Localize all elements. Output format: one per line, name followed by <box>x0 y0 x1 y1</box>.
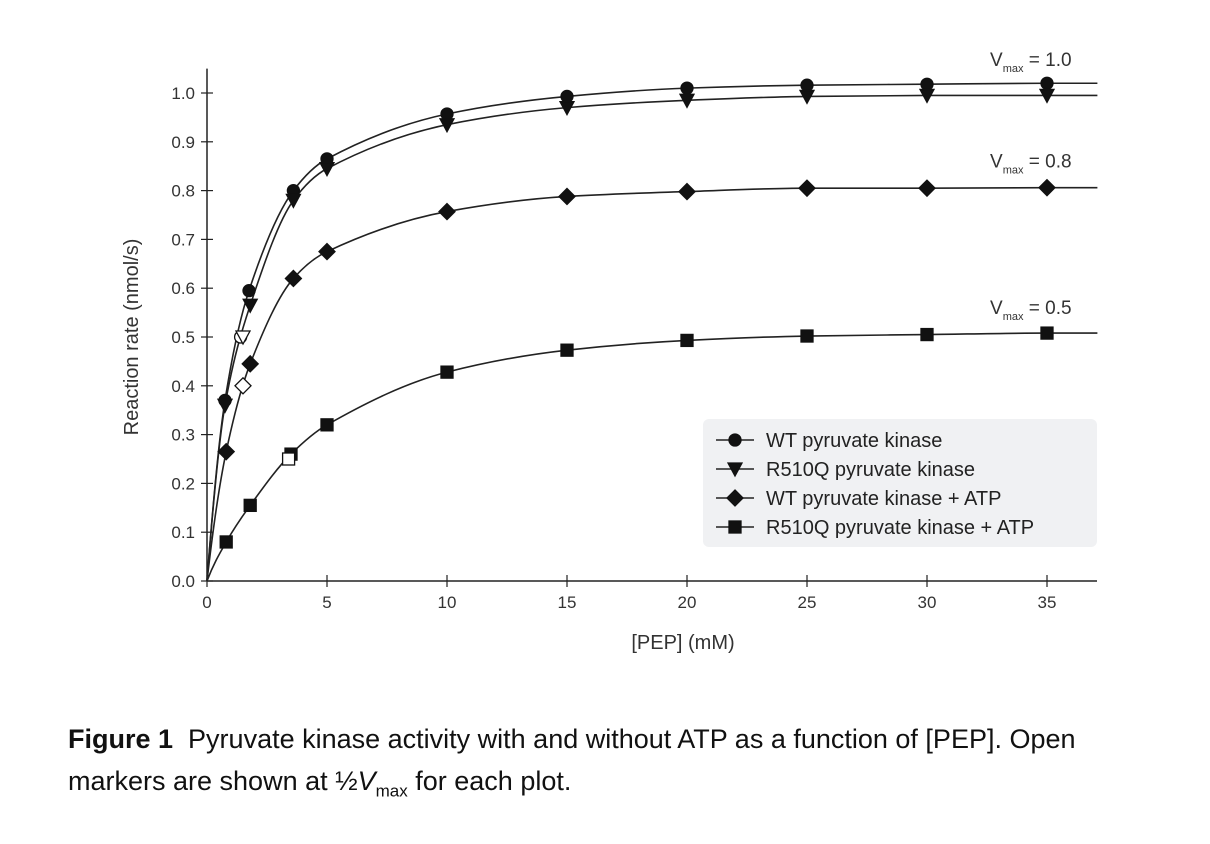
vmax-value: = 1.0 <box>1023 50 1071 71</box>
y-tick-label: 0.1 <box>171 523 195 542</box>
caption-text: Pyruvate kinase activity with and withou… <box>68 724 1076 796</box>
y-axis-label: Reaction rate (nmol/s) <box>121 239 143 436</box>
vmax-v: V <box>990 152 1003 173</box>
data-point-1 <box>798 89 816 105</box>
y-tick-label: 0.8 <box>171 182 195 201</box>
data-point-1 <box>918 88 936 104</box>
data-point-0 <box>680 81 694 95</box>
data-point-2 <box>918 179 936 198</box>
data-point-1 <box>678 93 696 109</box>
legend-label: R510Q pyruvate kinase <box>766 459 975 481</box>
data-point-1 <box>438 118 456 134</box>
vmax-annotation: Vmax = 1.0 <box>990 50 1072 75</box>
x-tick-label: 30 <box>918 593 937 612</box>
data-point-0 <box>560 89 574 104</box>
data-point-3 <box>219 535 233 549</box>
x-tick-label: 15 <box>558 593 577 612</box>
data-point-1 <box>285 193 302 209</box>
data-point-2 <box>678 182 696 201</box>
data-point-1 <box>216 398 234 414</box>
legend-marker <box>726 489 744 507</box>
caption-label: Figure 1 <box>68 724 174 754</box>
y-tick-label: 0.7 <box>171 230 195 249</box>
data-point-2 <box>798 179 816 198</box>
figure-caption: Figure 1 Pyruvate kinase activity with a… <box>68 718 1168 812</box>
legend-marker <box>728 433 742 447</box>
y-tick-label: 0.0 <box>171 572 195 591</box>
data-point-3 <box>243 498 257 513</box>
caption-vmax-sub: max <box>375 781 408 801</box>
data-point-3 <box>1040 326 1054 340</box>
x-tick-label: 35 <box>1038 593 1057 612</box>
vmax-sub: max <box>1003 165 1024 177</box>
legend-marker <box>728 520 742 534</box>
data-point-2 <box>241 354 260 373</box>
data-point-0 <box>920 77 934 91</box>
legend-label: WT pyruvate kinase + ATP <box>766 488 1001 510</box>
x-tick-label: 25 <box>798 593 817 612</box>
vmax-v: V <box>990 298 1003 319</box>
x-tick-label: 20 <box>678 593 697 612</box>
vmax-annotation: Vmax = 0.5 <box>990 298 1072 323</box>
caption-vmax: V <box>357 766 376 796</box>
y-tick-label: 0.2 <box>171 474 195 493</box>
y-tick-label: 0.4 <box>171 377 195 396</box>
data-point-1 <box>242 298 259 314</box>
vmax-sub: max <box>1003 63 1024 75</box>
data-point-2 <box>217 442 236 461</box>
half-vmax-marker-1 <box>234 330 252 346</box>
legend-label: R510Q pyruvate kinase + ATP <box>766 517 1034 539</box>
data-point-3 <box>920 327 934 342</box>
half-vmax-marker-2 <box>234 376 252 395</box>
data-point-1 <box>1038 88 1056 104</box>
data-point-1 <box>558 100 576 117</box>
vmax-value: = 0.5 <box>1023 298 1071 319</box>
legend-label: WT pyruvate kinase <box>766 430 942 452</box>
y-tick-label: 0.5 <box>171 328 195 347</box>
vmax-v: V <box>990 50 1003 71</box>
data-point-3 <box>560 343 574 357</box>
half-vmax-marker-3 <box>281 452 296 466</box>
legend-marker <box>726 462 744 478</box>
y-tick-label: 0.9 <box>171 133 195 152</box>
data-point-2 <box>1038 178 1056 197</box>
data-point-0 <box>1040 76 1054 90</box>
x-tick-label: 10 <box>438 593 457 612</box>
data-point-2 <box>558 187 576 206</box>
vmax-annotation: Vmax = 0.8 <box>990 152 1072 177</box>
caption-text-end: for each plot. <box>407 766 572 796</box>
data-point-0 <box>800 78 814 92</box>
x-tick-label: 5 <box>322 593 331 612</box>
data-point-2 <box>284 269 303 288</box>
data-point-3 <box>800 329 814 343</box>
x-axis-label: [PEP] (mM) <box>631 632 734 654</box>
y-tick-label: 1.0 <box>171 84 195 103</box>
x-tick-label: 0 <box>202 593 211 612</box>
data-point-3 <box>680 333 694 348</box>
legend-box <box>703 419 1097 547</box>
vmax-sub: max <box>1003 311 1024 323</box>
data-point-0 <box>242 283 256 298</box>
data-point-2 <box>318 242 336 261</box>
data-point-1 <box>318 161 336 178</box>
data-point-3 <box>320 418 334 432</box>
data-point-2 <box>438 202 456 221</box>
y-tick-label: 0.6 <box>171 279 195 298</box>
y-tick-label: 0.3 <box>171 426 195 445</box>
data-point-3 <box>440 365 454 379</box>
vmax-value: = 0.8 <box>1023 152 1071 173</box>
